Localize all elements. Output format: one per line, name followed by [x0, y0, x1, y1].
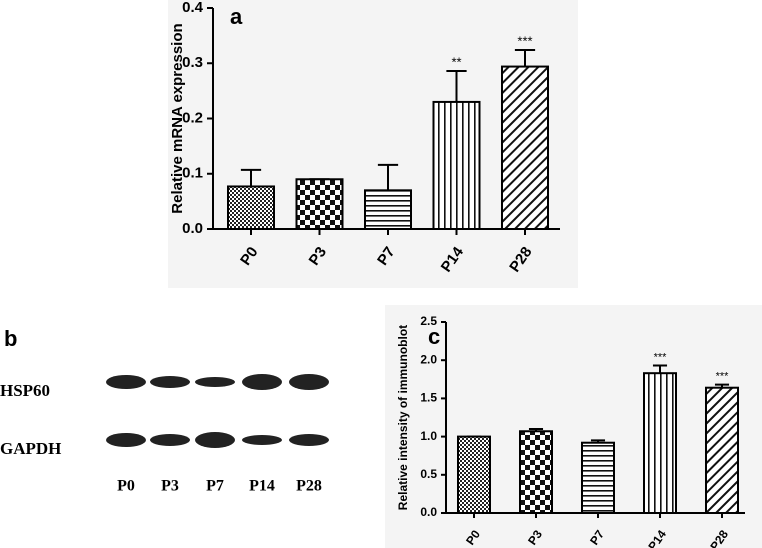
blot-band	[106, 375, 146, 389]
western-blot: b HSP60 GAPDH P0 P3 P7 P14 P28	[0, 326, 329, 495]
error-bar	[377, 163, 399, 191]
y-tick-label: 0.2	[182, 109, 203, 126]
panel-background	[385, 305, 762, 548]
y-tick-label: 0.4	[182, 0, 204, 16]
bar	[581, 441, 615, 515]
significance-label: **	[451, 54, 461, 69]
significance-label: ***	[716, 371, 730, 383]
y-axis-label: Relative intensity of immunoblot	[396, 325, 410, 510]
blot-band	[242, 374, 282, 390]
panel-label: a	[230, 4, 243, 29]
lane-label: P3	[161, 478, 179, 495]
row-label: GAPDH	[0, 439, 61, 458]
error-bar	[446, 69, 467, 102]
significance-label: ***	[654, 351, 668, 363]
error-bar	[514, 48, 536, 67]
y-tick-label: 2.5	[420, 314, 437, 328]
blot-band	[150, 434, 190, 446]
panel-label: b	[4, 326, 17, 351]
lane-label: P7	[206, 478, 224, 495]
y-tick-label: 0.1	[182, 165, 203, 182]
bar	[519, 430, 553, 515]
y-tick-label: 2.0	[420, 352, 437, 366]
blot-band	[289, 434, 329, 446]
blot-band	[289, 374, 329, 390]
blot-band	[150, 376, 190, 388]
bar	[643, 372, 677, 514]
lane-label: P14	[249, 478, 275, 495]
blot-band	[242, 435, 282, 445]
bar	[227, 185, 275, 231]
bar	[457, 435, 491, 515]
panel-label: c	[428, 324, 440, 349]
row-label: HSP60	[0, 381, 50, 400]
y-tick-label: 0.0	[420, 505, 437, 519]
bar	[364, 189, 412, 230]
y-tick-label: 1.5	[420, 391, 437, 405]
error-bar	[652, 364, 668, 374]
bar	[501, 65, 549, 230]
lane-label: P0	[117, 478, 135, 495]
blot-band	[195, 377, 235, 387]
y-axis-label: Relative mRNA expression	[169, 23, 186, 213]
y-tick-label: 0.0	[182, 220, 203, 237]
significance-label: ***	[517, 33, 532, 48]
y-tick-label: 0.5	[420, 467, 437, 481]
bar	[295, 178, 344, 230]
lane-label: P28	[296, 478, 322, 495]
y-tick-label: 1.0	[420, 429, 437, 443]
y-tick-label: 0.3	[182, 54, 203, 71]
bar	[705, 386, 739, 515]
bar	[432, 100, 481, 230]
blot-band	[106, 433, 146, 447]
error-bar	[240, 168, 262, 187]
blot-band	[195, 432, 235, 448]
